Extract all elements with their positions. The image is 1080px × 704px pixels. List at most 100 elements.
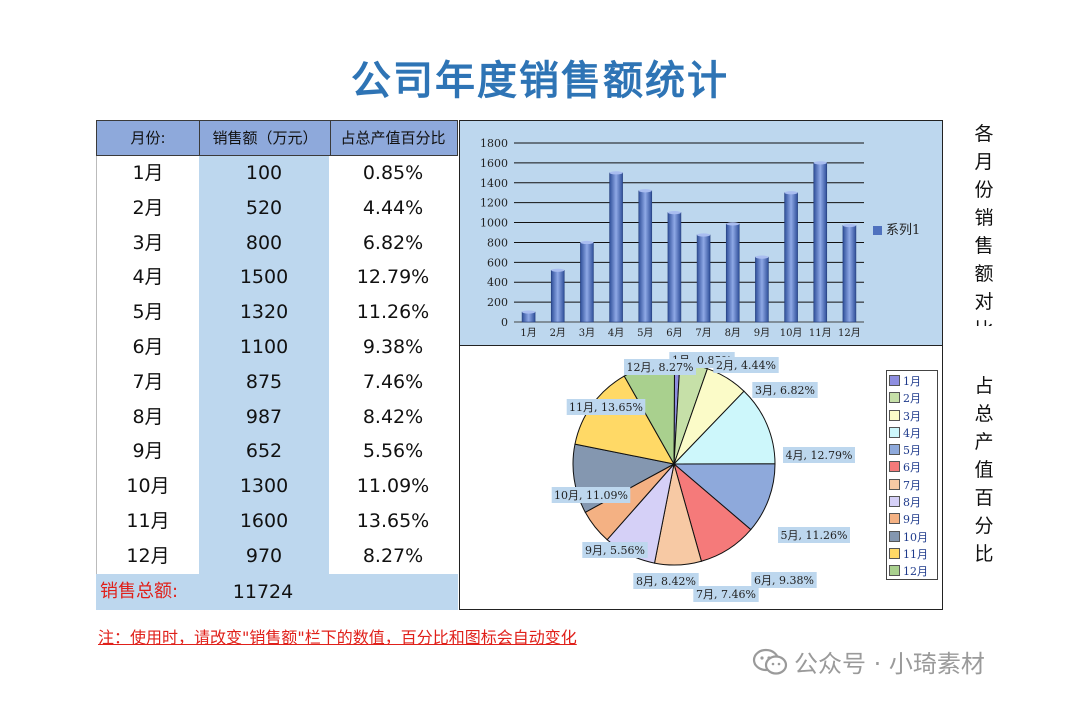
percent-cell: 11.26% [356,301,430,324]
data-label: 12月, 8.27% [627,361,694,374]
month-cell: 7月 [132,370,164,393]
data-label-bg [624,359,696,375]
y-tick-label: 800 [487,236,508,249]
percent-cell: 8.42% [362,405,424,428]
x-tick-label: 4月 [608,327,624,339]
sales-cell: 1500 [239,266,289,289]
percent-cell: 8.27% [362,544,424,567]
table-header: 月份: 销售额（万元） 占总产值百分比 [96,120,458,156]
sales-table: 月份: 销售额（万元） 占总产值百分比 1月 100 0.85% 2月 520 4.44%… [96,120,458,610]
bar-cap [842,223,856,228]
bar-cap [638,189,652,193]
pie-chart: 1月, 0.85%2月, 4.44%3月, 6.82%4月, 12.79%5月,… [551,352,855,602]
bar-cap [726,222,740,226]
data-label-bg [551,487,631,503]
pie-slice [672,463,776,531]
bar-side-label: 各月份销售额对比 [968,120,1000,326]
sales-cell: 875 [245,370,283,393]
table-row: 10月 1300 11.09% [97,469,459,504]
side-label-char: 销 [974,207,994,229]
legend-label: 11月 [903,547,928,561]
bar-cap [784,191,798,195]
pie-slice [672,390,776,465]
table-row: 7月 875 7.46% [97,365,459,400]
side-label-char: 份 [974,179,994,201]
month-cell: 6月 [132,336,164,358]
legend-label: 2月 [903,392,921,406]
sales-cell: 1600 [239,510,289,532]
percent-cell: 6.82% [362,231,424,254]
month-cell: 1月 [132,162,164,184]
total-value: 11724 [232,581,294,603]
percent-cell: 9.38% [362,336,424,358]
legend-item: 11月 [889,546,937,563]
table-row: 4月 1500 12.79% [97,260,459,295]
y-tick-label: 600 [487,256,508,269]
legend-swatch [889,530,900,542]
bar [755,256,769,323]
month-cell: 4月 [132,266,164,289]
data-label-bg [713,357,779,373]
bar-chart-area: 0 200 400 600 800 1000 1200 1400 1600 1800 1月 2月 3月 4… [460,121,942,346]
data-label-bg [693,586,759,602]
data-label-bg [566,399,646,415]
data-label-bg [751,572,817,588]
legend-swatch [889,444,900,456]
legend-label: 3月 [903,409,921,423]
bar [580,242,594,323]
data-label: 4月, 12.79% [786,449,853,462]
legend-series-name: 系列1 [886,223,921,238]
legend-label: 12月 [903,565,928,579]
legend-swatch [889,565,900,577]
bar-cap [667,211,681,215]
percent-cell: 5.56% [362,440,424,463]
side-label-char: 百 [974,487,994,509]
sales-cell: 100 [245,162,283,184]
legend-item: 7月 [889,477,937,494]
side-label-char: 各 [974,123,994,145]
percent-cell: 12.79% [356,266,430,289]
wechat-icon [752,648,788,675]
legend-label: 4月 [903,426,921,440]
month-cell: 3月 [132,231,164,254]
bar-cap [551,268,565,272]
month-cell: 5月 [132,301,164,324]
x-tick-label: 9月 [754,327,770,339]
bar-chart: 0 200 400 600 800 1000 1200 1400 1600 1800 1月 2月 3月 4… [480,137,864,339]
month-cell: 8月 [132,405,164,428]
x-tick-label: 1月 [520,327,536,339]
x-tick-label: 8月 [725,327,741,339]
bar [638,190,653,323]
x-tick-label: 3月 [579,327,595,339]
bar-cap [755,255,769,259]
legend-item: 1月 [889,373,937,390]
percent-cell: 11.09% [356,475,430,498]
sales-cell: 520 [245,196,283,219]
legend-swatch [889,461,900,473]
side-label-char: 值 [974,459,994,481]
percent-cell: 0.85% [362,162,424,184]
percent-cell: 7.46% [362,370,424,393]
month-cell: 11月 [126,510,170,532]
bar [813,162,828,323]
legend-item: 5月 [889,442,937,459]
x-tick-label: 11月 [809,327,832,339]
x-tick-label: 12月 [838,327,861,339]
side-label-char: 分 [974,515,994,537]
legend-label: 8月 [903,496,921,510]
x-tick-label: 10月 [780,327,803,339]
sales-cell: 1100 [239,336,289,358]
page-title: 公司年度销售额统计 [351,58,729,104]
sales-cell: 1300 [239,475,289,498]
legend-swatch [889,496,900,508]
legend-label: 7月 [903,478,921,492]
side-label-char: 比 [974,543,994,565]
side-label-char: 月 [974,151,994,173]
bar [784,192,798,323]
pie-side-label: 占总产值百分比 [968,372,1000,568]
legend-swatch [889,478,900,490]
side-label-char: 对 [974,291,994,313]
side-label-char: 额 [974,263,994,285]
table-row: 9月 652 5.56% [97,434,459,469]
legend-item: 2月 [889,390,937,407]
